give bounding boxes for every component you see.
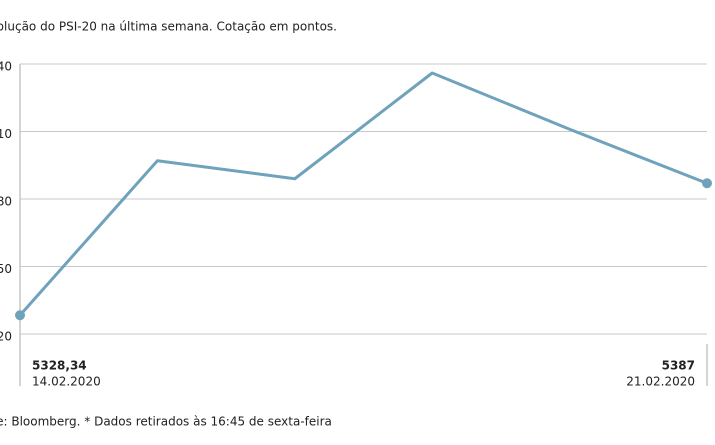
y-tick-label: 5440	[0, 60, 12, 74]
chart-title: Evolução do PSI-20 na última semana. Cot…	[0, 20, 337, 34]
y-tick-label: 5380	[0, 195, 12, 209]
value-label: 5387	[662, 359, 695, 373]
y-tick-label: 5320	[0, 330, 12, 344]
x-tick-label: 21.02.2020	[626, 375, 695, 389]
x-tick-label: 14.02.2020	[32, 375, 101, 389]
y-tick-label: 5410	[0, 127, 12, 141]
end-point	[702, 178, 712, 189]
y-tick-label: 5350	[0, 262, 12, 276]
end-point	[15, 310, 25, 321]
value-label: 5328,34	[32, 359, 87, 373]
footnote: Fonte: Bloomberg. * Dados retirados às 1…	[0, 415, 332, 429]
data-line	[18, 71, 708, 317]
